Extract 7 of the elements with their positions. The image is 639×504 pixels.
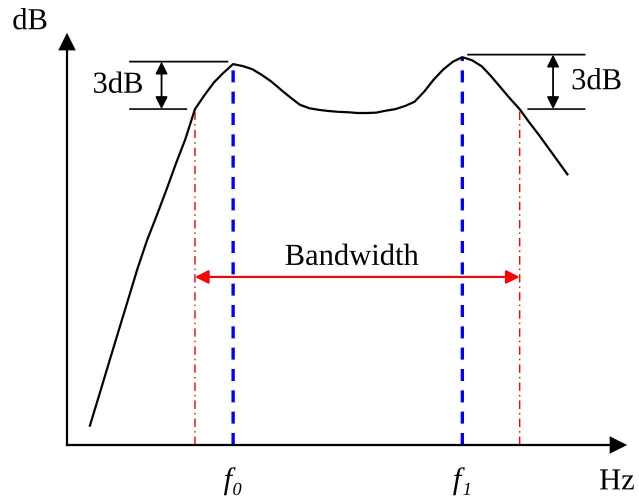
y-axis-title: dB (13, 8, 46, 30)
x-axis-title: Hz (600, 469, 634, 490)
x-tick-label: f₁ (453, 467, 470, 496)
annotation: 3dB (94, 72, 142, 94)
text: 3dB (572, 68, 621, 90)
x-tick-label: f₀ (224, 467, 242, 496)
annotation: Bandwidth (286, 244, 418, 266)
